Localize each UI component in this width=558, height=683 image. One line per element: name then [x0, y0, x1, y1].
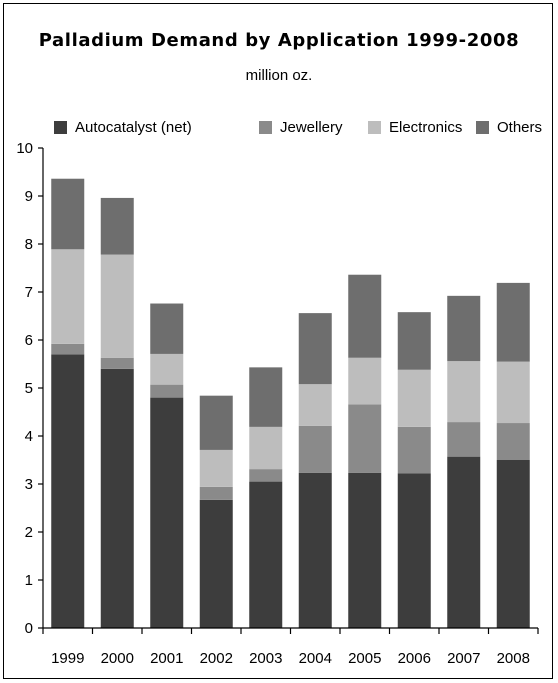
legend-swatch-jewellery — [259, 120, 272, 134]
bar-segment-2007-autocatalyst-net — [447, 456, 481, 628]
bar-segment-2004-autocatalyst-net — [298, 472, 332, 628]
legend-label-others: Others — [497, 118, 543, 136]
bar-segment-2008-jewellery — [496, 423, 530, 460]
y-tick-label: 4 — [25, 428, 33, 445]
y-tick-label: 5 — [25, 380, 33, 397]
bar-segment-2006-electronics — [397, 369, 431, 427]
bar-segment-2003-autocatalyst-net — [249, 481, 283, 628]
legend-swatch-others — [476, 120, 489, 134]
bar-segment-2008-autocatalyst-net — [496, 460, 530, 628]
x-tick-label: 2002 — [200, 650, 233, 667]
bar-segment-2007-electronics — [447, 361, 481, 423]
bar-segment-2001-autocatalyst-net — [150, 397, 184, 628]
bar-segment-2008-electronics — [496, 361, 530, 424]
bar-segment-2001-jewellery — [150, 384, 184, 398]
x-tick-label: 2008 — [497, 650, 530, 667]
chart-title: Palladium Demand by Application 1999-200… — [38, 30, 520, 51]
x-tick-label: 2001 — [150, 650, 183, 667]
x-tick-label: 2003 — [249, 650, 282, 667]
bar-segment-2000-autocatalyst-net — [100, 368, 134, 628]
bar-segment-2004-jewellery — [298, 425, 332, 473]
legend-item-others: Others — [476, 116, 542, 138]
y-tick-label: 2 — [25, 524, 33, 541]
x-tick-label: 2004 — [299, 650, 332, 667]
x-tick-label: 2000 — [101, 650, 134, 667]
bar-segment-2005-jewellery — [348, 404, 382, 473]
legend-swatch-electronics — [368, 120, 381, 134]
bar-segment-2002-autocatalyst-net — [199, 499, 233, 628]
x-tick-label: 1999 — [51, 650, 84, 667]
bar-segment-2003-jewellery — [249, 469, 283, 482]
bar-segment-1999-electronics — [51, 249, 85, 344]
bar-segment-2001-others — [150, 303, 184, 354]
chart-subtitle: million oz. — [245, 67, 313, 84]
bar-segment-1999-jewellery — [51, 343, 85, 355]
y-tick-label: 8 — [25, 236, 33, 253]
y-tick-label: 9 — [25, 188, 33, 205]
legend-label-electronics: Electronics — [389, 118, 463, 136]
y-tick-label: 6 — [25, 332, 33, 349]
bar-segment-2006-jewellery — [397, 426, 431, 474]
bar-segment-2005-electronics — [348, 357, 382, 405]
bar-segment-2004-others — [298, 313, 332, 385]
bar-segment-2007-jewellery — [447, 422, 481, 457]
bar-segment-2005-others — [348, 274, 382, 358]
bar-segment-2006-others — [397, 312, 431, 370]
bar-segment-2003-others — [249, 367, 283, 427]
bar-segment-2003-electronics — [249, 426, 283, 470]
bar-segment-2002-jewellery — [199, 486, 233, 500]
legend-label-jewellery: Jewellery — [280, 118, 343, 136]
y-tick-label: 7 — [25, 284, 33, 301]
bar-segment-2000-others — [100, 197, 134, 255]
bar-segment-2001-electronics — [150, 353, 184, 385]
legend-item-autocatalyst: Autocatalyst (net) — [54, 116, 192, 138]
y-tick-label: 10 — [16, 140, 33, 157]
y-tick-label: 3 — [25, 476, 33, 493]
bar-segment-2000-electronics — [100, 254, 134, 358]
bar-segment-2005-autocatalyst-net — [348, 472, 382, 628]
y-tick-label: 1 — [25, 572, 33, 589]
bar-segment-2004-electronics — [298, 384, 332, 426]
legend-swatch-autocatalyst — [54, 120, 67, 134]
y-tick-label: 0 — [25, 620, 33, 637]
x-tick-label: 2006 — [398, 650, 431, 667]
bar-segment-2007-others — [447, 295, 481, 362]
bar-segment-2000-jewellery — [100, 357, 134, 369]
bar-segment-1999-autocatalyst-net — [51, 354, 85, 628]
legend-item-jewellery: Jewellery — [259, 116, 343, 138]
legend: Autocatalyst (net) Jewellery Electronics… — [40, 116, 550, 138]
bar-segment-2008-others — [496, 282, 530, 362]
bar-segment-2002-electronics — [199, 449, 233, 487]
bar-segment-2002-others — [199, 395, 233, 450]
legend-item-electronics: Electronics — [368, 116, 462, 138]
x-tick-label: 2005 — [348, 650, 381, 667]
bar-segment-2006-autocatalyst-net — [397, 473, 431, 628]
x-tick-label: 2007 — [447, 650, 480, 667]
bar-segment-1999-others — [51, 178, 85, 250]
legend-label-autocatalyst: Autocatalyst (net) — [75, 118, 192, 136]
